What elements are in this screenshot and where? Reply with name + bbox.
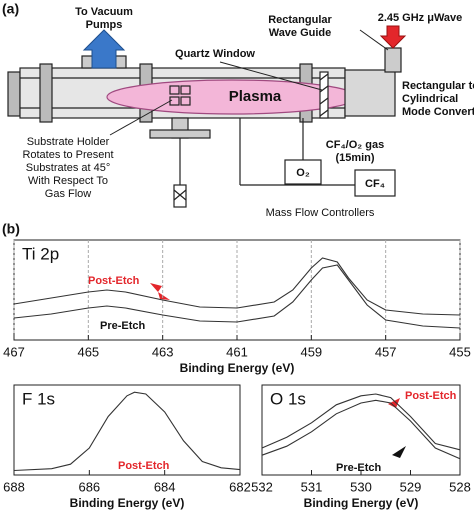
chart-title: F 1s: [22, 389, 55, 408]
converter-label: Rectangular to: [402, 80, 474, 92]
chart-title: O 1s: [270, 389, 306, 408]
substrate-label: Rotates to Present: [22, 149, 113, 161]
x-axis-label: Binding Energy (eV): [70, 496, 185, 510]
annotation-arrow: [392, 446, 406, 458]
vacuum-arrow: [82, 29, 126, 69]
spectrum-line: [13, 264, 461, 329]
substrate-label: Substrate Holder: [27, 136, 110, 148]
x-tick-label: 467: [3, 344, 25, 359]
chart-title: Ti 2p: [22, 244, 59, 263]
x-tick-label: 686: [78, 479, 100, 494]
x-tick-label: 455: [449, 344, 471, 359]
annotation: Post-Etch: [88, 275, 140, 287]
x-tick-label: 463: [152, 344, 174, 359]
x-axis-label: Binding Energy (eV): [180, 361, 295, 375]
microwave-label: 2.45 GHz μWave: [378, 12, 463, 24]
cf4-label: CF₄: [365, 178, 385, 190]
waveguide-label: Wave Guide: [269, 27, 332, 39]
substrate-label: With Respect To: [28, 175, 108, 187]
x-tick-label: 457: [375, 344, 397, 359]
microwave-arrow: [379, 25, 407, 49]
spectrum-line: [13, 391, 241, 472]
vacuum-label: To Vacuum: [75, 6, 133, 18]
window-label: Quartz Window: [175, 48, 255, 60]
vacuum-label: Pumps: [86, 19, 123, 31]
o2-label: O₂: [296, 167, 310, 179]
x-tick-label: 465: [77, 344, 99, 359]
leader-line: [219, 61, 323, 91]
x-tick-label: 688: [3, 479, 25, 494]
apparatus: [7, 47, 402, 208]
x-tick-label: 682: [229, 479, 251, 494]
leader-line: [359, 29, 389, 51]
annotation: Post-Etch: [405, 390, 457, 402]
plasma-label: Plasma: [229, 88, 282, 105]
annotation-arrow: [150, 283, 170, 300]
annotation: Pre-Etch: [100, 320, 146, 332]
plot-frame: [13, 384, 241, 476]
x-tick-label: 684: [154, 479, 176, 494]
annotation-arrow: [388, 398, 400, 408]
x-tick-label: 459: [300, 344, 322, 359]
converter-label: Mode Converter: [402, 106, 474, 118]
spectrum-line: [261, 399, 461, 460]
annotation: Pre-Etch: [336, 462, 382, 474]
gas-label: (15min): [335, 152, 374, 164]
spectrum-line: [261, 393, 461, 451]
converter-label: Cylindrical: [402, 93, 458, 105]
panel-label: (b): [2, 221, 20, 237]
x-tick-label: 530: [350, 479, 372, 494]
x-tick-label: 528: [449, 479, 471, 494]
x-tick-label: 531: [301, 479, 323, 494]
waveguide-label: Rectangular: [268, 14, 332, 26]
gas-label: CF₄/O₂ gas: [326, 139, 384, 151]
substrate-label: Gas Flow: [45, 188, 92, 200]
x-tick-label: 532: [251, 479, 273, 494]
panel-label: (a): [2, 1, 19, 17]
x-axis-label: Binding Energy (eV): [304, 496, 419, 510]
annotation: Post-Etch: [118, 460, 170, 472]
x-tick-label: 529: [400, 479, 422, 494]
x-tick-label: 461: [226, 344, 248, 359]
spectrum-line: [13, 257, 461, 316]
substrate-label: Substrates at 45°: [26, 162, 111, 174]
mfc-label: Mass Flow Controllers: [266, 207, 375, 219]
leader-line: [109, 99, 173, 136]
